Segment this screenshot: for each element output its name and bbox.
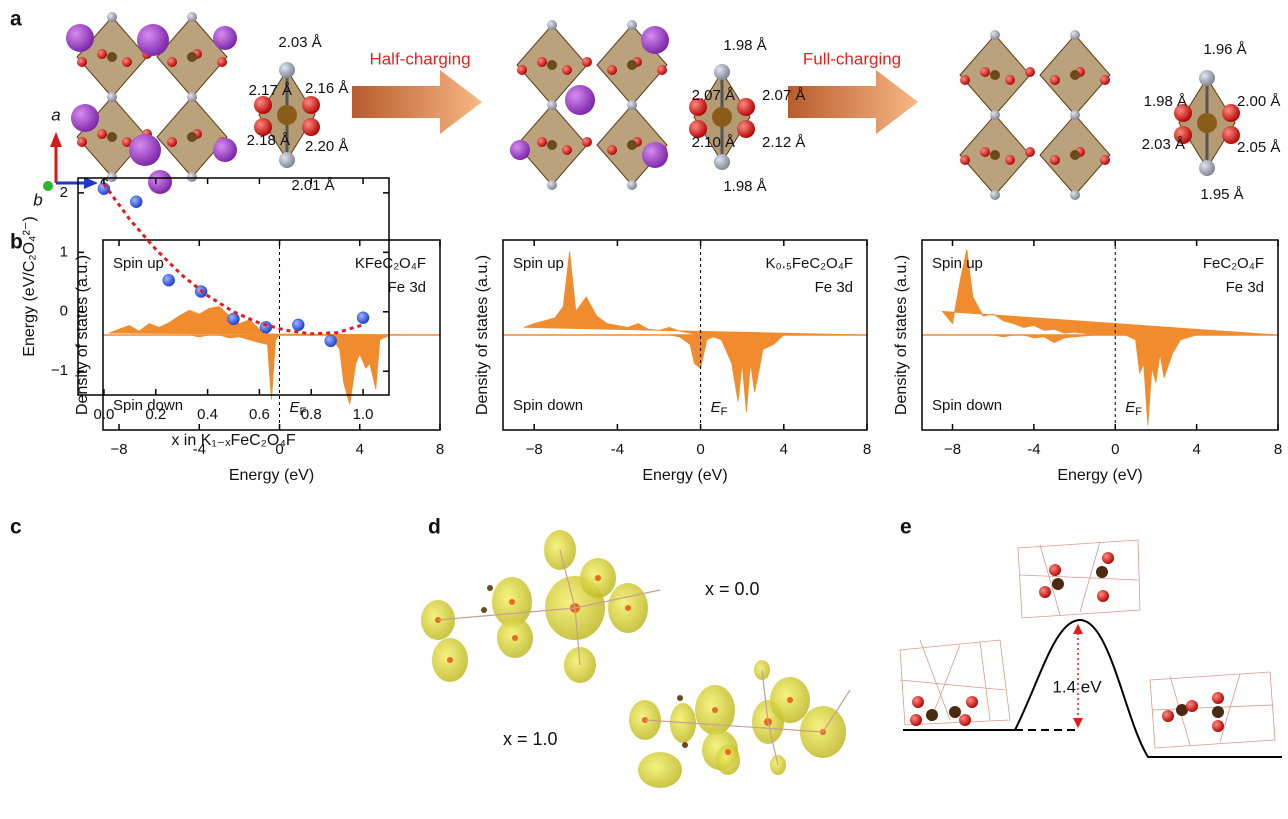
crystal-structures (66, 12, 1110, 200)
x-tick-label: 4 (1192, 441, 1200, 458)
x-tick-label: 0 (1111, 441, 1119, 458)
molecule-atoms (910, 552, 1224, 732)
y-tick-label: 2 (60, 184, 68, 201)
compound-label: FeC₂O₄F (1203, 255, 1264, 272)
y-tick-label: −1 (51, 362, 68, 379)
spin-label: Spin up (513, 255, 564, 272)
data-point (357, 312, 369, 324)
x-tick-label: 8 (863, 441, 871, 458)
dos-area (109, 335, 440, 404)
compound-label: K₀.₅FeC₂O₄F (765, 255, 853, 272)
bond-length: 1.95 Å (1200, 186, 1243, 203)
bond-length: 2.16 Å (305, 80, 348, 97)
fermi-sub: F (1135, 406, 1142, 418)
bond-length: 2.07 Å (762, 87, 805, 104)
data-point (228, 313, 240, 325)
x-tick-label: 8 (436, 441, 444, 458)
x-tick-label: 0.2 (145, 406, 166, 423)
panel-label: c (10, 516, 22, 539)
data-point (292, 319, 304, 331)
arrow-label: Half-charging (369, 49, 470, 68)
x-tick-label: -4 (1027, 441, 1040, 458)
state-label: x = 0.0 (705, 579, 760, 599)
barrier-label: 1.4 eV (1052, 677, 1102, 696)
x-axis-label: x in K₁₋ₓFeC₂O₄F (171, 432, 296, 449)
x-axis-label: Energy (eV) (229, 467, 314, 484)
compound-label: KFeC₂O₄F (355, 255, 426, 272)
x-tick-label: 4 (780, 441, 788, 458)
data-point (325, 335, 337, 347)
axis-label: a (51, 105, 60, 124)
x-tick-label: 8 (1274, 441, 1282, 458)
orbital-label: Fe 3d (815, 279, 853, 296)
axis-label: b (33, 190, 42, 209)
spin-label: Spin down (932, 397, 1002, 414)
fermi-label: EF (1125, 399, 1142, 418)
y-axis-label: Density of states (a.u.) (474, 255, 491, 415)
x-tick-label: −8 (110, 441, 127, 458)
x-tick-label: 0.0 (93, 406, 114, 423)
fermi-label: EF (711, 399, 728, 418)
x-tick-label: 4 (356, 441, 364, 458)
bond-length: 2.03 Å (278, 34, 321, 51)
figure: 1.4 eV x = 0.0 x = 1.0 Half-charging Ful… (0, 0, 1288, 819)
bond-length: 2.17 Å (249, 82, 292, 99)
panel-label: a (10, 8, 22, 31)
x-tick-label: 1.0 (353, 406, 374, 423)
orbital-label: Fe 3d (1226, 279, 1264, 296)
panel-label: e (900, 516, 912, 539)
bond-length: 2.05 Å (1237, 139, 1280, 156)
x-tick-label: 0.6 (249, 406, 270, 423)
bond-length: 2.00 Å (1237, 93, 1280, 110)
data-point (130, 196, 142, 208)
bond-length: 1.96 Å (1203, 41, 1246, 58)
bond-length: 1.98 Å (1144, 93, 1187, 110)
bond-length: 1.98 Å (723, 37, 766, 54)
x-tick-label: 0.4 (197, 406, 218, 423)
bond-length: 2.07 Å (692, 87, 735, 104)
orbital-label: Fe 3d (388, 279, 426, 296)
data-point (260, 321, 272, 333)
x-tick-label: 0.8 (301, 406, 322, 423)
bond-length: 2.10 Å (692, 134, 735, 151)
x-tick-label: 0 (696, 441, 704, 458)
bond-length: 2.20 Å (305, 138, 348, 155)
spin-label: Spin up (932, 255, 983, 272)
bond-length: 2.03 Å (1142, 136, 1185, 153)
x-tick-label: −8 (944, 441, 961, 458)
x-axis-label: Energy (eV) (1057, 467, 1142, 484)
spin-label: Spin down (513, 397, 583, 414)
bond-length: 1.98 Å (723, 178, 766, 195)
y-tick-label: 0 (60, 303, 68, 320)
bond-length: 2.18 Å (247, 132, 290, 149)
x-tick-label: −8 (526, 441, 543, 458)
bond-length: 2.12 Å (762, 134, 805, 151)
panel-label: d (428, 516, 441, 539)
bond-length: 2.01 Å (291, 177, 334, 194)
x-tick-label: -4 (611, 441, 624, 458)
x-axis-label: Energy (eV) (642, 467, 727, 484)
y-axis-label: Density of states (a.u.) (893, 255, 910, 415)
arrow-label: Full-charging (803, 49, 901, 68)
fermi-sub: F (721, 406, 728, 418)
data-point (163, 274, 175, 286)
state-label: x = 1.0 (503, 729, 558, 749)
y-axis-label: Energy (eV/C₂O₄²⁻) (21, 216, 38, 356)
y-tick-label: 1 (60, 243, 68, 260)
density-blobs (421, 530, 846, 788)
dos-area (109, 307, 440, 336)
y-axis-label: Density of states (a.u.) (74, 255, 91, 415)
spin-label: Spin up (113, 255, 164, 272)
